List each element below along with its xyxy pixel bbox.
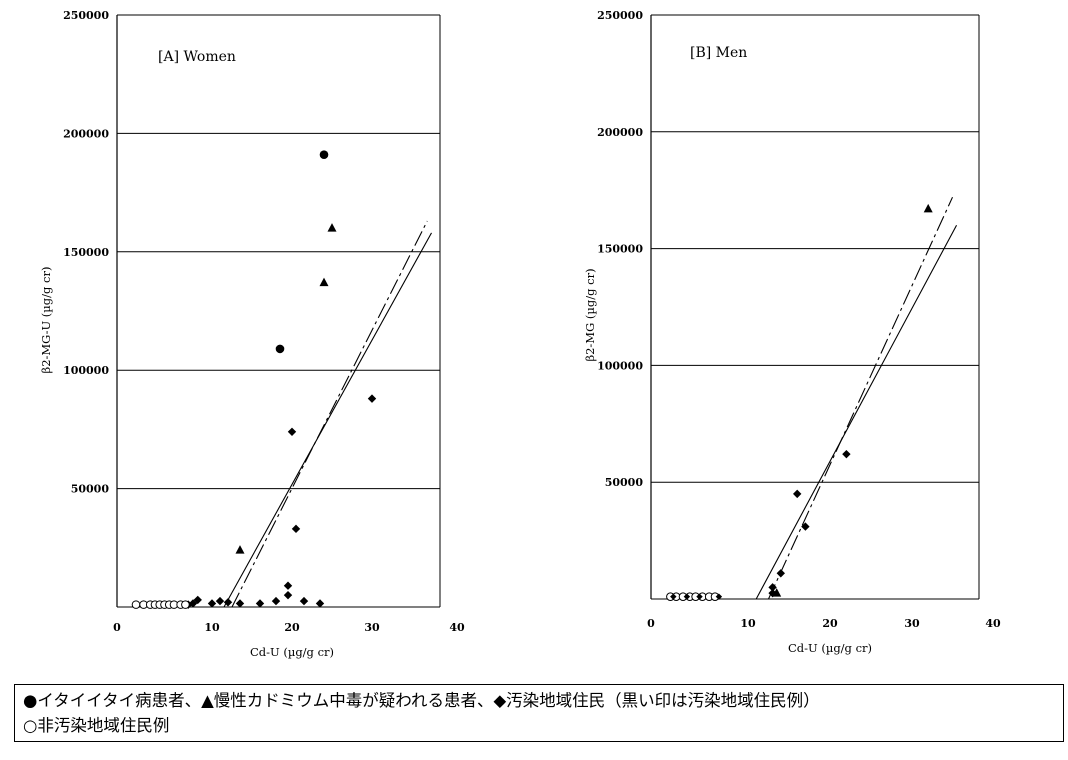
marker-polluted-resident [715, 593, 723, 600]
marker-suspected-patient [923, 203, 933, 213]
marker-itai-itai-patient [319, 150, 329, 160]
x-axis-label: Cd-U (µg/g cr) [788, 641, 872, 655]
y-tick-label: 250000 [63, 9, 109, 22]
y-tick-label: 150000 [597, 243, 643, 256]
marker-suspected-patient [319, 277, 329, 287]
marker-polluted-resident [768, 583, 777, 592]
y-tick-label: 250000 [597, 9, 643, 22]
chart-panel-women: 50000 100000 150000 200000 250000 0 10 20 30 40 Cd… [39, 9, 465, 659]
chart-figure: 50000 100000 150000 200000 250000 0 10 20 30 40 Cd… [39, 9, 1001, 659]
regression-line-solid [223, 232, 432, 608]
marker-polluted-resident [235, 599, 245, 608]
regression-line-dashed [231, 220, 428, 608]
marker-polluted-resident [287, 427, 297, 436]
legend-box: ●イタイイタイ病患者、▲慢性カドミウム中毒が疑われる患者、◆汚染地域住民（黒い印… [14, 684, 1064, 742]
y-tick-label: 50000 [605, 476, 644, 489]
marker-non-polluted-resident [181, 600, 190, 609]
chart-panel-men: 50000 100000 150000 200000 250000 0 10 20 30 40 Cd… [583, 9, 1001, 655]
y-tick-label: 150000 [63, 246, 109, 259]
marker-polluted-resident [207, 599, 217, 608]
regression-line-solid [755, 224, 958, 600]
x-axis-label: Cd-U (µg/g cr) [250, 645, 334, 659]
legend-line-1: ●イタイイタイ病患者、▲慢性カドミウム中毒が疑われる患者、◆汚染地域住民（黒い印… [23, 691, 820, 710]
y-tick-label: 50000 [71, 483, 110, 496]
x-tick-label: 10 [740, 617, 756, 630]
y-axis-label: β2-MG-U (µg/g cr) [39, 267, 53, 374]
x-tick-label: 0 [113, 621, 121, 634]
marker-polluted-resident [768, 588, 777, 598]
y-axis-label: β2-MG (µg/g cr) [583, 268, 597, 361]
marker-polluted-resident [215, 596, 225, 606]
x-tick-label: 20 [284, 621, 300, 634]
x-tick-label: 40 [985, 617, 1001, 630]
x-tick-label: 30 [904, 617, 920, 630]
regression-line-dashed [767, 196, 954, 600]
marker-polluted-resident [271, 596, 281, 606]
x-tick-label: 0 [647, 617, 655, 630]
marker-polluted-resident [299, 596, 309, 606]
marker-polluted-resident [255, 599, 265, 608]
y-tick-label: 200000 [63, 127, 109, 140]
marker-polluted-resident [283, 581, 293, 590]
x-tick-label: 10 [204, 621, 220, 634]
panel-title: [A] Women [158, 49, 236, 65]
marker-polluted-resident [776, 569, 785, 578]
marker-polluted-resident [801, 522, 810, 531]
marker-polluted-resident [696, 593, 703, 600]
x-tick-label: 40 [449, 621, 465, 634]
marker-polluted-resident [683, 593, 691, 600]
panel-title: [B] Men [690, 45, 747, 61]
marker-suspected-patient [327, 223, 337, 232]
y-tick-label: 100000 [63, 364, 109, 377]
legend-line-2: ○非汚染地域住民例 [23, 716, 170, 735]
x-tick-label: 20 [822, 617, 838, 630]
marker-polluted-resident [315, 599, 325, 608]
x-tick-label: 30 [364, 621, 380, 634]
marker-polluted-resident [367, 394, 377, 403]
y-tick-label: 100000 [597, 359, 643, 372]
marker-suspected-patient [235, 545, 245, 554]
y-tick-label: 200000 [597, 126, 643, 139]
marker-polluted-resident [223, 598, 233, 607]
marker-polluted-resident [842, 449, 851, 459]
marker-non-polluted-resident [131, 600, 141, 609]
marker-polluted-resident [793, 489, 802, 499]
marker-polluted-resident [291, 524, 301, 534]
marker-itai-itai-patient [275, 344, 285, 354]
marker-polluted-resident [283, 590, 293, 600]
marker-polluted-resident [670, 593, 677, 600]
